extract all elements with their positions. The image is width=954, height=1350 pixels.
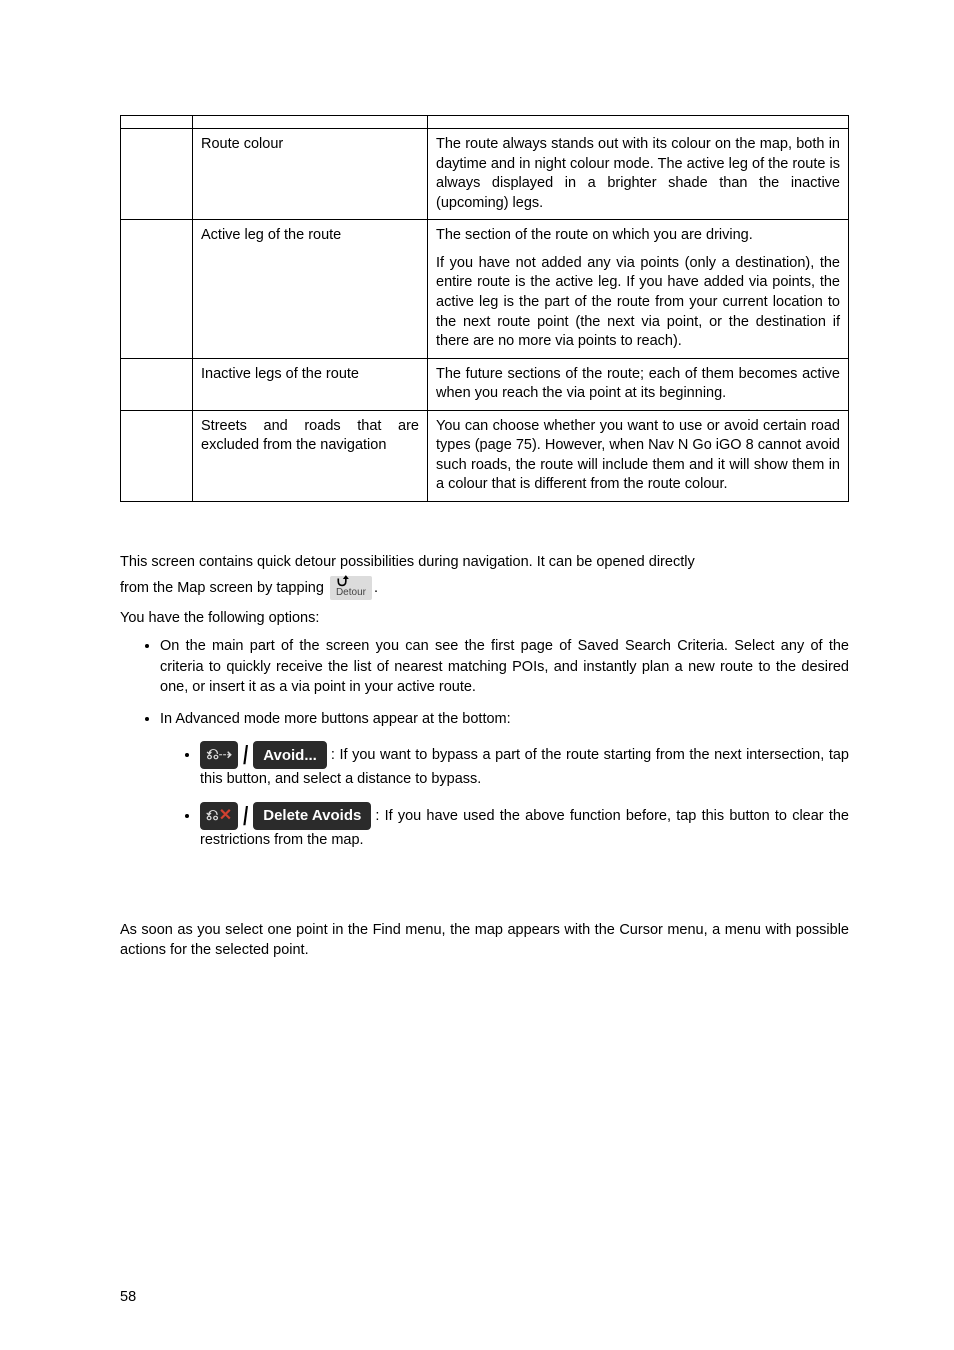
table-cell: Inactive legs of the route: [193, 358, 428, 410]
detour-section: This screen contains quick detour possib…: [120, 552, 849, 600]
table-cell: [121, 116, 193, 129]
paragraph: The section of the route on which you ar…: [436, 226, 840, 246]
list-item: In Advanced mode more buttons appear at …: [160, 709, 849, 850]
text: In Advanced mode more buttons appear at …: [160, 711, 511, 727]
table-cell: [121, 220, 193, 358]
delete-avoids-button[interactable]: Delete Avoids: [253, 802, 371, 830]
text: from the Map screen by tapping: [120, 580, 328, 596]
detour-intro: This screen contains quick detour possib…: [120, 552, 849, 572]
page-number: 58: [120, 1289, 136, 1305]
route-attributes-table: Route colour The route always stands out…: [120, 115, 849, 502]
separator: /: [243, 802, 248, 830]
table-cell: [193, 116, 428, 129]
table-cell: [121, 129, 193, 220]
table-cell: [121, 410, 193, 501]
avoid-icon[interactable]: ⎌⇢: [200, 741, 238, 769]
list-item: ⎌✕ / Delete Avoids : If you have used th…: [200, 802, 849, 850]
table-cell: [121, 358, 193, 410]
detour-button[interactable]: ⮍Detour: [330, 576, 372, 600]
table-cell: The route always stands out with its col…: [428, 129, 849, 220]
text: .: [374, 580, 378, 596]
detour-tap-line: from the Map screen by tapping ⮍Detour.: [120, 576, 849, 600]
table-cell: [428, 116, 849, 129]
table-cell: You can choose whether you want to use o…: [428, 410, 849, 501]
detour-arrow-icon: ⮍: [337, 574, 349, 589]
table-cell: The section of the route on which you ar…: [428, 220, 849, 358]
list-item: ⎌⇢ / Avoid... : If you want to bypass a …: [200, 741, 849, 789]
advanced-buttons-list: ⎌⇢ / Avoid... : If you want to bypass a …: [200, 741, 849, 850]
paragraph: If you have not added any via points (on…: [436, 254, 840, 352]
avoid-button-pair: ⎌⇢ / Avoid...: [200, 741, 327, 769]
avoid-button[interactable]: Avoid...: [253, 741, 327, 769]
cursor-menu-paragraph: As soon as you select one point in the F…: [120, 920, 849, 961]
list-item: On the main part of the screen you can s…: [160, 636, 849, 697]
delete-avoids-button-pair: ⎌✕ / Delete Avoids: [200, 802, 371, 830]
table-cell: Streets and roads that are excluded from…: [193, 410, 428, 501]
separator: /: [243, 741, 248, 769]
table-cell: The future sections of the route; each o…: [428, 358, 849, 410]
table-cell: Route colour: [193, 129, 428, 220]
delete-avoids-icon[interactable]: ⎌✕: [200, 802, 238, 830]
options-list: On the main part of the screen you can s…: [160, 636, 849, 850]
options-heading: You have the following options:: [120, 610, 849, 626]
table-cell: Active leg of the route: [193, 220, 428, 358]
